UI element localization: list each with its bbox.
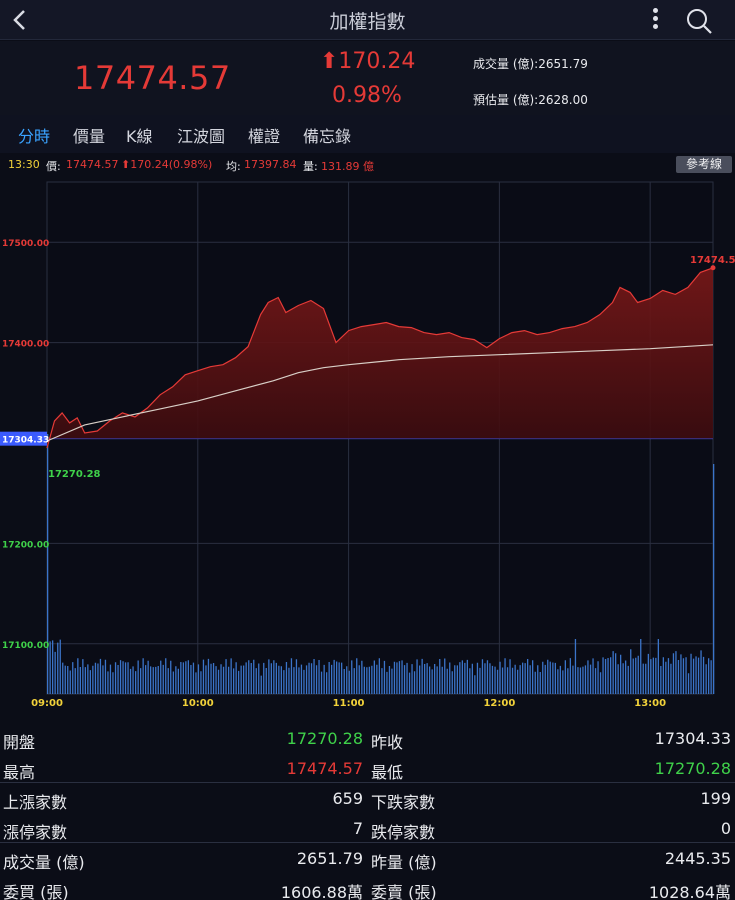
stat-value: 0: [720, 819, 731, 838]
tab-intraday[interactable]: 分時: [18, 123, 51, 156]
stat-value: 2445.35: [664, 849, 731, 868]
tab-memo[interactable]: 備忘錄: [303, 127, 352, 146]
search-icon[interactable]: [684, 6, 714, 36]
stat-label: 漲停家數: [3, 823, 68, 842]
stat-value: 17270.28: [654, 759, 731, 778]
price-area: [47, 267, 713, 448]
x-tick-label: 11:00: [333, 698, 365, 709]
average-line: [46, 344, 714, 442]
reference-line-button[interactable]: 參考線: [676, 156, 732, 173]
stat-label: 最低: [371, 763, 404, 782]
stat-value: 659: [332, 789, 363, 808]
stats-row: 開盤 17270.28 昨收 17304.33: [0, 724, 735, 754]
chart-info-bar: 13:30 價: 17474.57 ⬆170.24(0.98%) 均: 1739…: [0, 154, 735, 176]
stat-label: 成交量 (億): [3, 853, 85, 872]
info-vol-label: 量:: [303, 160, 318, 173]
chart-tabs: 分時 價量 K線 江波圖 權證 備忘錄: [0, 115, 735, 156]
stat-value: 17270.28: [286, 729, 363, 748]
info-price: 17474.57: [66, 158, 119, 171]
intraday-chart[interactable]: 09:00 10:00 11:00 12:00 13:00 17500.00 17400.0…: [0, 176, 735, 710]
tab-warrants[interactable]: 權證: [248, 127, 281, 146]
x-tick-label: 10:00: [182, 698, 214, 709]
x-tick-label: 09:00: [31, 698, 63, 709]
y-tick-label: 17304.33: [2, 436, 49, 446]
x-tick-label: 13:00: [634, 698, 666, 709]
last-price-dot: [710, 265, 716, 271]
stat-value: 1028.64萬: [648, 883, 731, 900]
app-header: 加權指數: [0, 0, 735, 40]
info-avg: 17397.84: [244, 158, 297, 171]
info-time: 13:30: [8, 158, 40, 171]
stat-label: 跌停家數: [371, 823, 436, 842]
y-tick-label: 17400.00: [2, 340, 49, 350]
stat-label: 昨量 (億): [371, 853, 437, 872]
y-tick-label: 17500.00: [2, 239, 49, 249]
stats-divider: [0, 842, 735, 843]
index-price: 17474.57: [74, 59, 231, 97]
y-tick-label: 17200.00: [2, 540, 49, 550]
info-price-label: 價:: [46, 160, 61, 173]
y-tick-label: 17100.00: [2, 641, 49, 651]
more-vertical-icon[interactable]: [645, 5, 665, 35]
info-vol: 131.89 億: [321, 160, 374, 173]
tab-kline[interactable]: K線: [126, 127, 153, 146]
stats-row: 委買 (張) 1606.88萬 委賣 (張) 1028.64萬: [0, 874, 735, 900]
stat-value: 199: [700, 789, 731, 808]
chevron-left-icon[interactable]: [6, 6, 34, 34]
stat-label: 昨收: [371, 733, 404, 752]
stats-divider: [0, 782, 735, 783]
stat-value: 2651.79: [296, 849, 363, 868]
stat-label: 下跌家數: [371, 793, 436, 812]
stats-row: 上漲家數 659 下跌家數 199: [0, 784, 735, 814]
stat-label: 委買 (張): [3, 883, 69, 900]
quote-panel: 17474.57 ⬆170.24 0.98% 成交量 (億):2651.79 預…: [0, 41, 735, 115]
last-price-label: 17474.57: [690, 255, 735, 266]
stat-value: 17304.33: [654, 729, 731, 748]
stat-value: 7: [352, 819, 363, 838]
stats-row: 漲停家數 7 跌停家數 0: [0, 814, 735, 844]
stat-label: 開盤: [3, 733, 36, 752]
stat-label: 委賣 (張): [371, 883, 437, 900]
tab-price-volume[interactable]: 價量: [73, 127, 106, 146]
open-price-label: 17270.28: [48, 469, 101, 480]
stats-panel: 開盤 17270.28 昨收 17304.33 最高 17474.57 最低 17270.28…: [0, 720, 735, 900]
index-change: ⬆170.24: [320, 49, 416, 74]
reference-label-bg: [0, 431, 47, 446]
info-avg-label: 均:: [226, 160, 241, 173]
info-change: ⬆170.24(0.98%): [121, 158, 213, 171]
estimated-volume: 預估量 (億):2628.00: [473, 93, 588, 107]
tab-jiangbo[interactable]: 江波圖: [177, 127, 226, 146]
stats-row: 成交量 (億) 2651.79 昨量 (億) 2445.35: [0, 844, 735, 874]
stat-value: 17474.57: [286, 759, 363, 778]
index-percent: 0.98%: [332, 83, 402, 108]
page-title: 加權指數: [329, 11, 406, 33]
x-tick-label: 12:00: [483, 698, 515, 709]
stat-value: 1606.88萬: [280, 883, 363, 900]
stats-row: 最高 17474.57 最低 17270.28: [0, 754, 735, 784]
volume-value: 成交量 (億):2651.79: [473, 57, 588, 71]
stat-label: 最高: [3, 763, 36, 782]
stat-label: 上漲家數: [3, 793, 68, 812]
